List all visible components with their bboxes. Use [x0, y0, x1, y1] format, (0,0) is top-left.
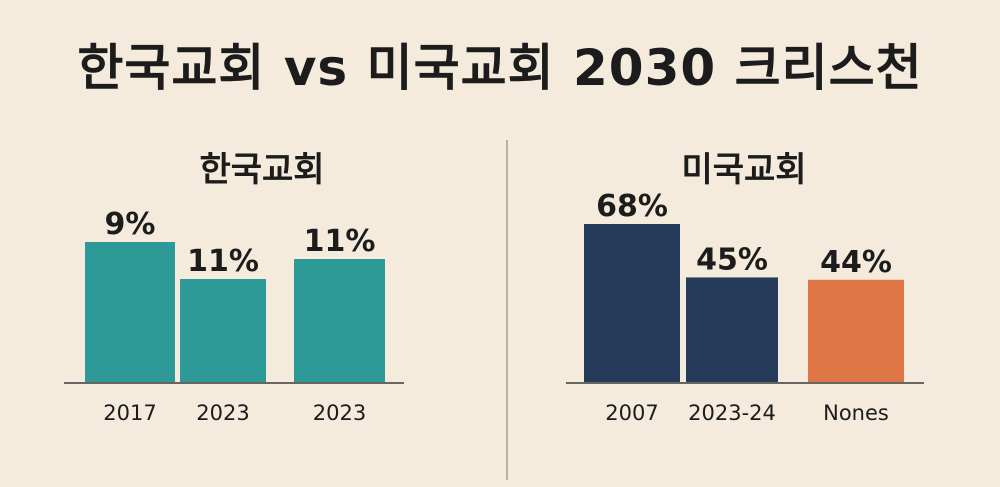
- korea-panel-title: 한국교회: [199, 150, 325, 190]
- korea-value-label-1: 11%: [187, 244, 259, 279]
- korea-bar-1: [180, 279, 266, 382]
- usa-category-label-2: Nones: [823, 401, 889, 425]
- usa-category-label-0: 2007: [605, 401, 658, 425]
- panel-divider: [506, 140, 508, 480]
- usa-value-label-0: 68%: [596, 189, 668, 224]
- page-title: 한국교회 vs 미국교회 2030 크리스천: [77, 39, 923, 97]
- usa-category-label-1: 2023-24: [688, 401, 776, 425]
- usa-value-label-1: 45%: [696, 242, 768, 277]
- korea-category-label-2: 2023: [313, 401, 366, 425]
- usa-panel-title: 미국교회: [681, 150, 807, 190]
- usa-bar-0: [584, 224, 680, 382]
- korea-category-label-1: 2023: [196, 401, 249, 425]
- usa-bar-2: [808, 279, 904, 382]
- korea-bar-0: [85, 242, 175, 382]
- korea-value-label-0: 9%: [105, 207, 156, 242]
- usa-value-label-2: 44%: [820, 245, 892, 280]
- korea-value-label-2: 11%: [304, 224, 376, 259]
- korea-bar-2: [294, 259, 385, 382]
- korea-category-label-0: 2017: [103, 401, 156, 425]
- usa-bar-1: [686, 277, 778, 382]
